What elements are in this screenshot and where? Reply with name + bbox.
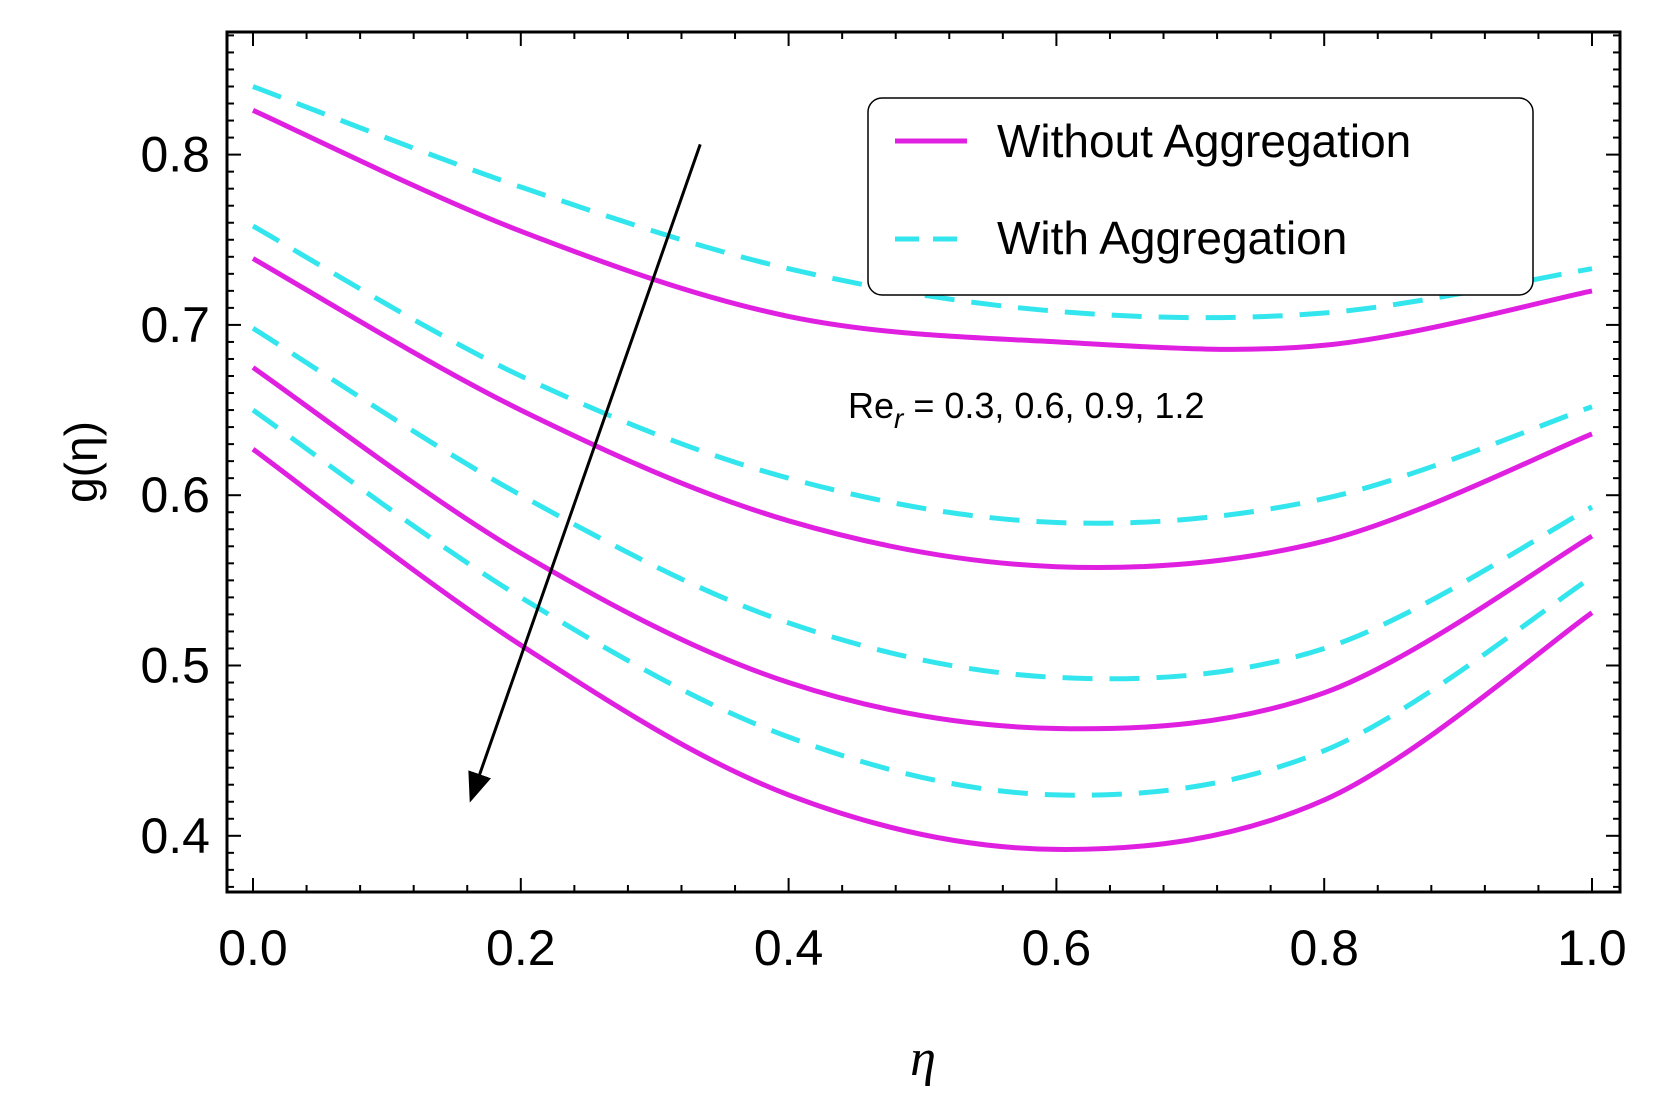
series-with-aggregation-re-0-6 xyxy=(251,223,1593,526)
series-layer xyxy=(251,84,1594,852)
re-annotation: Rer = 0.3, 0.6, 0.9, 1.2 xyxy=(848,385,1205,434)
re-annotation-values: = 0.3, 0.6, 0.9, 1.2 xyxy=(903,385,1204,426)
legend-label-with-aggregation: With Aggregation xyxy=(997,212,1347,264)
y-axis-label: g(η) xyxy=(55,421,107,503)
legend-label-without-aggregation: Without Aggregation xyxy=(997,115,1411,167)
trend-arrow xyxy=(468,143,702,803)
y-tick-label: 0.6 xyxy=(140,467,210,523)
series-with-aggregation-re-0-3 xyxy=(252,84,1593,321)
x-axis-label: η xyxy=(910,1030,936,1087)
legend-box xyxy=(867,97,1534,296)
series-without-aggregation-re-0-6 xyxy=(251,256,1593,571)
series-without-aggregation-re-1-2 xyxy=(251,447,1594,852)
x-tick-label: 1.0 xyxy=(1557,920,1627,976)
x-tick-label: 0.4 xyxy=(754,920,824,976)
y-tick-label: 0.7 xyxy=(140,297,210,353)
x-tick-label: 0.2 xyxy=(486,920,556,976)
plot-frame xyxy=(225,30,1622,894)
x-tick-label: 0.6 xyxy=(1022,920,1092,976)
series-with-aggregation-re-0-9 xyxy=(251,326,1594,682)
series-with-aggregation-re-1-2 xyxy=(251,408,1594,798)
series-without-aggregation-re-0-9 xyxy=(251,365,1594,732)
y-tick-label: 0.5 xyxy=(140,638,210,694)
series-without-aggregation-re-0-3 xyxy=(251,108,1593,352)
re-annotation-subscript: r xyxy=(894,403,905,434)
y-tick-label: 0.8 xyxy=(140,127,210,183)
x-tick-label: 0.0 xyxy=(218,920,288,976)
legend: Without Aggregation With Aggregation xyxy=(867,97,1534,296)
re-annotation-main: Re xyxy=(848,385,894,426)
labels-layer: 0.0 0.2 0.4 0.6 0.8 1.0 0.4 0.5 0.6 0.7 0.8 xyxy=(140,127,1626,976)
x-tick-label: 0.8 xyxy=(1289,920,1359,976)
y-tick-label: 0.4 xyxy=(140,808,210,864)
